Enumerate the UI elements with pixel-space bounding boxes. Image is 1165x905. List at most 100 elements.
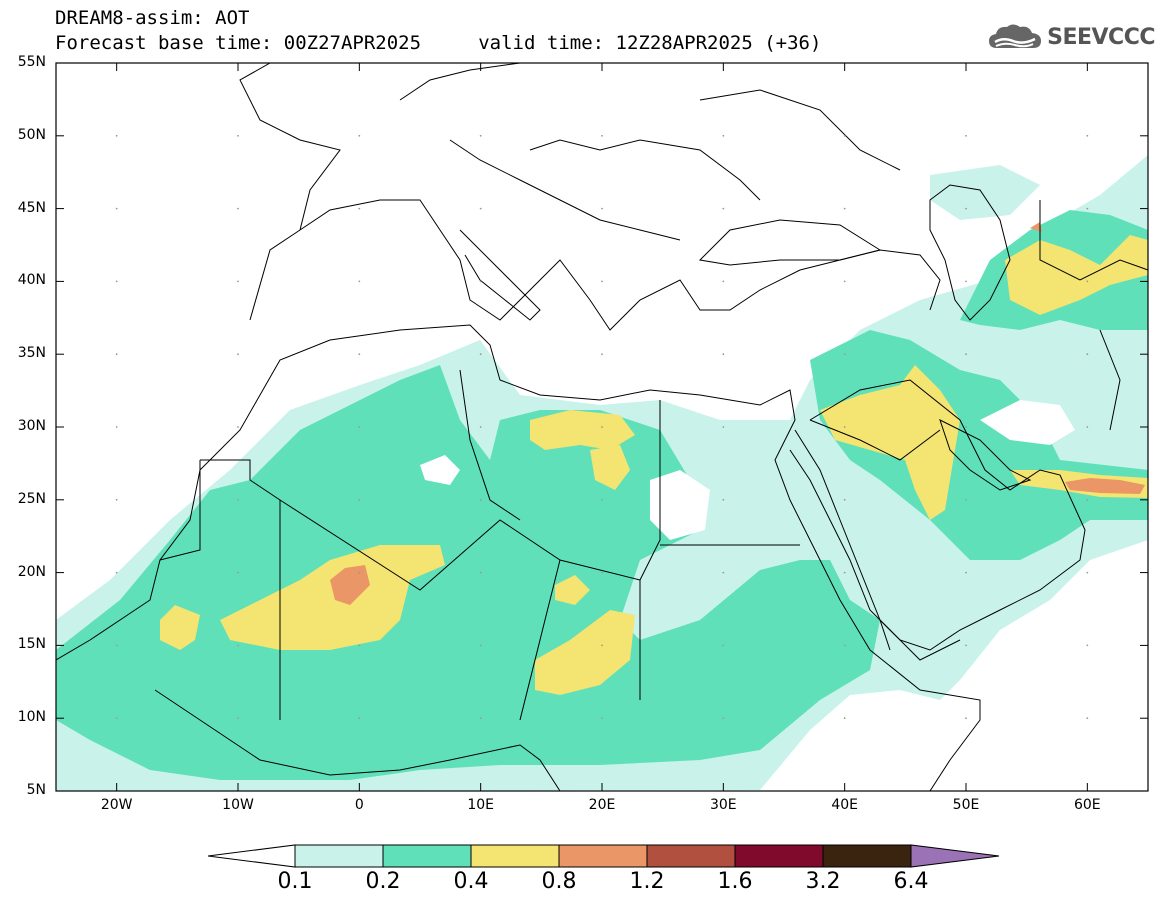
aot-band-yellow-sahel bbox=[220, 545, 445, 650]
graticule-dot bbox=[115, 207, 118, 210]
colorbar-label: 0.4 bbox=[453, 869, 489, 894]
graticule-dot bbox=[479, 644, 482, 647]
colorbar-segment bbox=[646, 844, 736, 868]
graticule-dot bbox=[479, 280, 482, 283]
graticule-dot bbox=[479, 498, 482, 501]
graticule-dot bbox=[965, 498, 967, 501]
graticule-dot bbox=[358, 280, 361, 283]
lon-tick-label: 50E bbox=[952, 797, 980, 813]
graticule-dot bbox=[115, 426, 118, 428]
graticule-dot bbox=[601, 353, 603, 356]
graticule-dot bbox=[479, 717, 482, 720]
graticule-dot bbox=[601, 644, 603, 647]
graticule-dot bbox=[237, 280, 239, 283]
seevccc-logo: SEEVCCC bbox=[987, 22, 1155, 52]
graticule-dot bbox=[843, 426, 846, 428]
aot-band-yellow-gulf bbox=[1010, 470, 1148, 498]
graticule-dot bbox=[358, 717, 361, 720]
graticule-dot bbox=[115, 280, 118, 283]
lon-tick-label: 20E bbox=[588, 797, 616, 813]
aot-band-yellow-chad bbox=[535, 610, 635, 695]
graticule-dot bbox=[237, 571, 239, 574]
graticule-dot bbox=[479, 426, 482, 428]
graticule-dot bbox=[722, 280, 725, 283]
colorbar bbox=[207, 844, 1000, 868]
aot-band-medium-east bbox=[810, 330, 1148, 560]
graticule-dot bbox=[115, 134, 118, 137]
graticule-dot bbox=[843, 134, 846, 137]
graticule-dot bbox=[601, 207, 603, 210]
coastlines bbox=[56, 63, 1148, 791]
aot-band-yellow-libya bbox=[530, 410, 635, 450]
aot-field bbox=[56, 155, 1148, 791]
colorbar-segment bbox=[558, 844, 648, 868]
graticule-dot bbox=[965, 717, 967, 720]
colorbar-segment bbox=[470, 844, 560, 868]
lat-tick-label: 15N bbox=[17, 636, 46, 653]
graticule-dot bbox=[358, 426, 361, 428]
graticule-dot bbox=[115, 353, 118, 356]
graticule-dot bbox=[358, 353, 361, 356]
lat-tick-label: 40N bbox=[17, 272, 46, 289]
lon-tick-label: 60E bbox=[1073, 797, 1101, 813]
colorbar-segment bbox=[822, 844, 912, 868]
graticule-dot bbox=[843, 280, 846, 283]
colorbar-label: 0.2 bbox=[365, 869, 401, 894]
colorbar-label: 0.8 bbox=[541, 869, 577, 894]
aot-band-yellow-turkmen bbox=[1005, 235, 1148, 315]
graticule-dot bbox=[237, 353, 239, 356]
lon-tick-label: 10W bbox=[222, 797, 254, 813]
cloud-icon bbox=[989, 24, 1042, 48]
aot-band-medium-caspian bbox=[960, 210, 1148, 330]
graticule-dot bbox=[601, 280, 603, 283]
graticule bbox=[56, 62, 1148, 792]
graticule-dot bbox=[237, 644, 239, 647]
graticule-dot bbox=[965, 353, 967, 356]
lat-tick-label: 20N bbox=[17, 563, 46, 580]
map-title: DREAM8-assim: AOT bbox=[55, 7, 250, 29]
aot-band-orange-mali bbox=[330, 565, 370, 605]
aot-hole-arabia bbox=[980, 400, 1075, 445]
lat-tick-label: 50N bbox=[17, 126, 46, 143]
graticule-dot bbox=[601, 717, 603, 720]
graticule-dot bbox=[843, 207, 846, 210]
aot-hole-egypt bbox=[650, 470, 710, 540]
aot-band-orange-kazakh bbox=[1030, 222, 1042, 232]
colorbar-label: 6.4 bbox=[893, 869, 929, 894]
graticule-dot bbox=[358, 207, 361, 210]
graticule-dot bbox=[965, 571, 967, 574]
graticule-dot bbox=[965, 207, 967, 210]
graticule-dot bbox=[358, 571, 361, 574]
graticule-dot bbox=[115, 571, 118, 574]
graticule-dot bbox=[843, 353, 846, 356]
aot-band-yellow-libya2 bbox=[590, 445, 630, 490]
graticule-dot bbox=[722, 353, 725, 356]
graticule-dot bbox=[237, 717, 239, 720]
graticule-dot bbox=[722, 644, 725, 647]
graticule-dot bbox=[965, 644, 967, 647]
graticule-dot bbox=[479, 134, 482, 137]
graticule-dot bbox=[722, 571, 725, 574]
graticule-dot bbox=[1086, 498, 1089, 501]
logo-text: SEEVCCC bbox=[1047, 24, 1155, 50]
graticule-dot bbox=[843, 498, 846, 501]
lat-tick-label: 5N bbox=[26, 782, 46, 798]
graticule-dot bbox=[1086, 207, 1089, 210]
colorbar-high-arrow bbox=[910, 844, 1000, 868]
graticule-dot bbox=[1086, 280, 1089, 283]
lon-tick-label: 40E bbox=[831, 797, 858, 813]
graticule-dot bbox=[1086, 353, 1089, 356]
graticule-dot bbox=[965, 134, 967, 137]
graticule-dot bbox=[843, 644, 846, 647]
colorbar-label: 1.6 bbox=[717, 869, 753, 894]
graticule-dot bbox=[237, 134, 239, 137]
graticule-dot bbox=[843, 717, 846, 720]
graticule-dot bbox=[1086, 134, 1089, 137]
graticule-dot bbox=[237, 426, 239, 428]
lon-tick-label: 20W bbox=[100, 797, 133, 813]
colorbar-segment bbox=[734, 844, 824, 868]
colorbar-segment bbox=[382, 844, 472, 868]
graticule-dot bbox=[358, 498, 361, 501]
map-background bbox=[56, 63, 1148, 791]
